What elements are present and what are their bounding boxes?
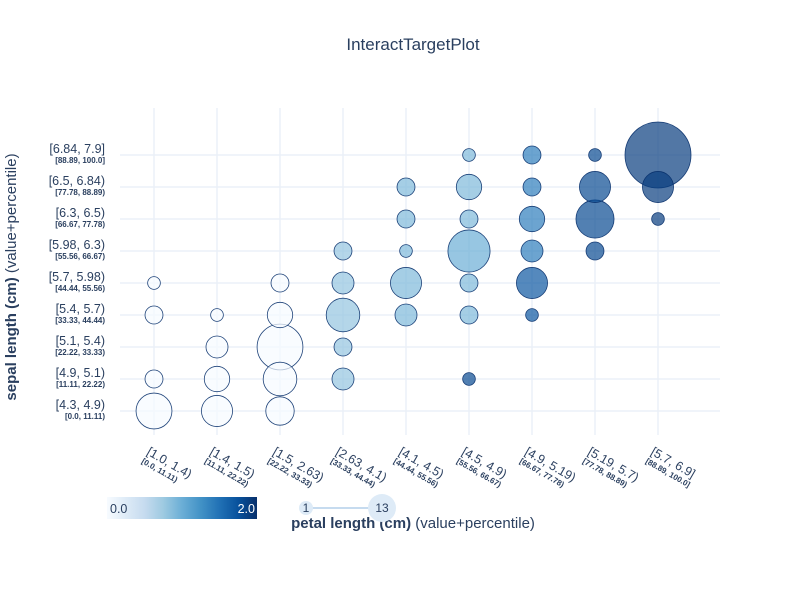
bubble <box>147 276 161 290</box>
y-tick-percentile: [55.56, 66.67) <box>55 252 105 261</box>
x-axis-title-rest: (value+percentile) <box>411 515 535 532</box>
bubble <box>394 303 418 327</box>
bubble <box>525 308 539 322</box>
bubble <box>462 372 476 386</box>
colorbar-max-label: 2.0 <box>238 502 255 516</box>
chart-title: InteractTargetPlot <box>346 35 480 54</box>
x-tick: [1.4, 1.5)[11.11, 22.22) <box>203 444 257 489</box>
bubble <box>585 241 605 261</box>
bubble <box>210 308 224 322</box>
bubble <box>459 209 479 229</box>
bubble <box>333 337 353 357</box>
bubble <box>462 148 476 162</box>
y-axis-ticks: [4.3, 4.9)[0.0, 11.11) [4.9, 5.1)[11.11, … <box>49 142 106 421</box>
x-tick: [4.1, 4.5)[44.44, 55.56) <box>392 444 446 489</box>
y-tick-percentile: [0.0, 11.11) <box>65 412 105 421</box>
y-tick-percentile: [66.67, 77.78) <box>55 220 105 229</box>
bubble <box>333 241 353 261</box>
colorbar <box>107 497 257 519</box>
y-tick-percentile: [88.89, 100.0] <box>55 156 105 165</box>
y-axis-title: sepal length (cm) (value+percentile) <box>3 153 20 400</box>
size-legend-max-circle <box>368 494 396 522</box>
size-legend: 1 13 <box>299 494 396 522</box>
y-axis-title-rest: (value+percentile) <box>3 153 20 277</box>
bubble <box>325 297 361 333</box>
bubble <box>270 273 290 293</box>
x-axis-ticks: [1.0, 1.4)[0.0, 11.11) [1.4, 1.5)[11.11, … <box>140 444 698 489</box>
bubble <box>642 171 674 203</box>
bubble <box>399 244 413 258</box>
x-tick: [4.5, 4.9)[55.56, 66.67) <box>455 444 509 489</box>
y-tick-percentile: [22.22, 33.33) <box>55 348 105 357</box>
bubble <box>205 335 229 359</box>
size-legend-min-circle <box>299 501 313 515</box>
bubble <box>203 365 231 393</box>
colorbar-min-label: 0.0 <box>110 502 127 516</box>
x-tick: [4.9, 5.19)[66.67, 77.78) <box>518 444 578 489</box>
y-tick-label: [5.7, 5.98) <box>49 270 105 284</box>
bubble <box>575 199 615 239</box>
bubble <box>518 205 546 233</box>
x-tick: [5.7, 6.9][88.89, 100.0] <box>644 444 698 489</box>
bubble <box>522 145 542 165</box>
size-legend-min-label: 1 <box>303 501 310 515</box>
bubble <box>459 305 479 325</box>
bubble <box>522 177 542 197</box>
y-tick-label: [4.3, 4.9) <box>56 398 105 412</box>
color-legend: 0.0 2.0 <box>107 497 257 519</box>
size-legend-max-label: 13 <box>375 501 389 515</box>
y-tick-percentile: [11.11, 22.22) <box>56 380 105 389</box>
bubble <box>459 273 479 293</box>
bubble <box>396 209 416 229</box>
bubble <box>579 171 611 203</box>
x-axis-title-bold: petal length (cm) <box>291 515 411 532</box>
y-tick-label: [6.84, 7.9] <box>49 142 105 156</box>
bubble <box>201 395 233 427</box>
bubble <box>520 239 544 263</box>
y-tick-label: [5.1, 5.4) <box>56 334 105 348</box>
y-tick-percentile: [77.78, 88.89) <box>55 188 105 197</box>
y-axis-title-bold: sepal length (cm) <box>3 277 20 400</box>
bubble <box>516 267 548 299</box>
bubble <box>262 361 298 397</box>
bubble <box>331 271 355 295</box>
x-tick: [2.63, 4.1)[33.33, 44.44) <box>329 444 389 489</box>
bubble <box>144 369 164 389</box>
y-tick-label: [6.5, 6.84) <box>49 174 105 188</box>
x-tick: [5.19, 5.7)[77.78, 88.89) <box>581 444 641 489</box>
bubble <box>265 396 295 426</box>
x-tick: [1.5, 2.63)[22.22, 33.33) <box>266 444 326 489</box>
bubble <box>390 267 422 299</box>
bubble <box>135 392 173 430</box>
bubble <box>331 367 355 391</box>
y-tick-label: [6.3, 6.5) <box>56 206 105 220</box>
x-tick: [1.0, 1.4)[0.0, 11.11) <box>140 444 194 484</box>
y-tick-label: [5.4, 5.7) <box>56 302 105 316</box>
bubble <box>588 148 602 162</box>
bubble <box>651 212 665 226</box>
x-axis-title: petal length (cm) (value+percentile) <box>291 515 535 532</box>
bubble <box>144 305 164 325</box>
y-tick-label: [4.9, 5.1) <box>56 366 105 380</box>
bubble <box>447 229 491 273</box>
bubble <box>455 173 483 201</box>
y-tick-percentile: [44.44, 55.56) <box>55 284 105 293</box>
bubble <box>266 301 294 329</box>
y-tick-percentile: [33.33, 44.44) <box>55 316 105 325</box>
bubble <box>396 177 416 197</box>
y-tick-label: [5.98, 6.3) <box>49 238 105 252</box>
bubble-markers <box>135 121 692 430</box>
